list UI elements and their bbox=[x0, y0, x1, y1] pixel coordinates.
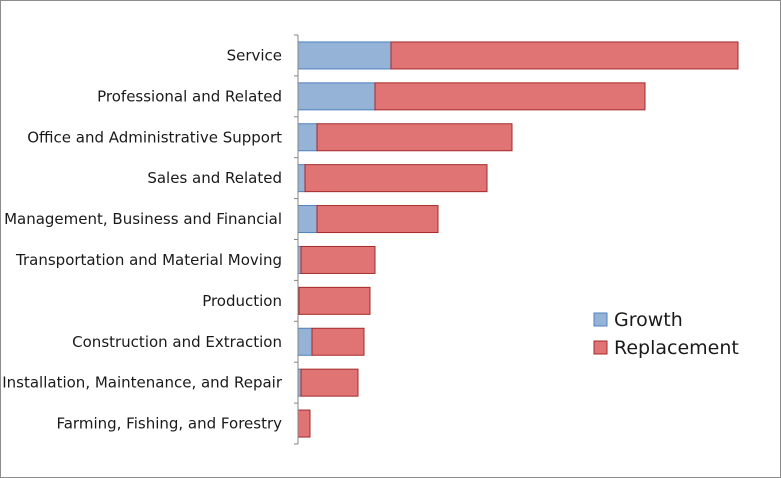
category-label: Installation, Maintenance, and Repair bbox=[2, 374, 283, 392]
bar-growth-1 bbox=[297, 82, 376, 111]
category-label: Professional and Related bbox=[97, 87, 282, 105]
category-labels: Service Professional and Related Office an… bbox=[2, 46, 283, 432]
bar-growth-2 bbox=[297, 123, 318, 152]
bar-growth-0 bbox=[297, 41, 392, 70]
legend-label-growth: Growth bbox=[614, 309, 683, 331]
bar-replacement-6 bbox=[298, 286, 371, 315]
category-label: Office and Administrative Support bbox=[27, 128, 282, 146]
bar-replacement-3 bbox=[304, 164, 488, 193]
legend-swatch-replacement bbox=[593, 340, 608, 355]
bar-replacement-4 bbox=[316, 205, 439, 234]
legend-label-replacement: Replacement bbox=[614, 337, 739, 359]
category-label: Construction and Extraction bbox=[72, 333, 282, 351]
plot-area bbox=[294, 34, 739, 445]
legend: Growth Replacement bbox=[593, 309, 739, 359]
bar-replacement-2 bbox=[316, 123, 513, 152]
bar-replacement-0 bbox=[390, 41, 739, 70]
category-label: Service bbox=[227, 46, 282, 64]
bar-growth-3 bbox=[297, 164, 306, 193]
bar-replacement-1 bbox=[374, 82, 646, 111]
category-label: Production bbox=[202, 292, 282, 310]
category-label: Farming, Fishing, and Forestry bbox=[56, 415, 282, 433]
category-label: Transportation and Material Moving bbox=[15, 251, 282, 269]
bar-replacement-8 bbox=[300, 368, 359, 397]
bar-replacement-9 bbox=[297, 409, 311, 438]
category-label: Sales and Related bbox=[147, 169, 282, 187]
bar-growth-7 bbox=[297, 327, 313, 356]
legend-swatch-growth bbox=[593, 312, 608, 327]
bar-growth-4 bbox=[297, 205, 318, 234]
category-label: Management, Business and Financial bbox=[4, 210, 282, 228]
bar-replacement-5 bbox=[300, 245, 376, 274]
bar-replacement-7 bbox=[311, 327, 365, 356]
